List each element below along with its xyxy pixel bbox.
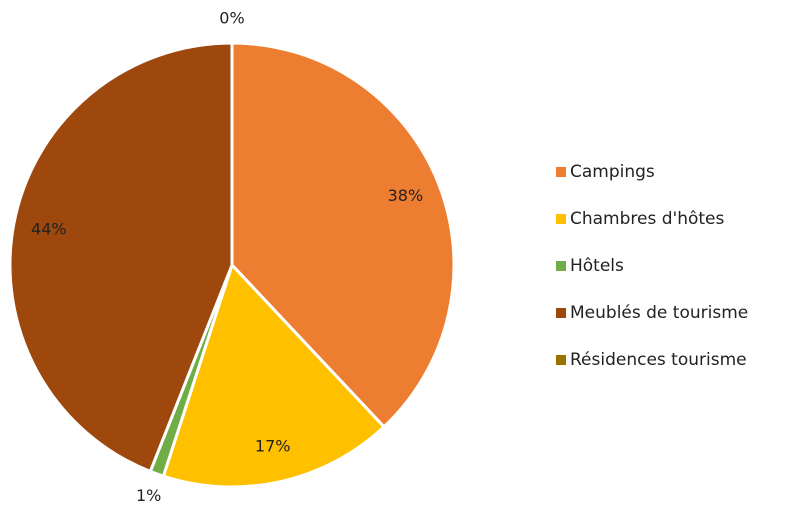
legend-label: Résidences tourisme [570, 350, 747, 370]
legend-swatch [556, 308, 566, 318]
data-label: 1% [136, 486, 161, 505]
legend-label: Campings [570, 162, 655, 182]
legend-label: Meublés de tourisme [570, 303, 748, 323]
pie-slice [230, 41, 456, 429]
legend-swatch [556, 355, 566, 365]
data-label: 44% [31, 220, 67, 239]
data-label: 17% [255, 436, 291, 455]
legend-label: Hôtels [570, 256, 624, 276]
data-label: 38% [388, 186, 424, 205]
legend-swatch [556, 214, 566, 224]
pie-slice [161, 262, 387, 489]
pie-slice [8, 41, 234, 474]
legend-swatch [556, 167, 566, 177]
legend-swatch [556, 261, 566, 271]
legend-label: Chambres d'hôtes [570, 209, 725, 229]
data-label: 0% [219, 9, 244, 28]
